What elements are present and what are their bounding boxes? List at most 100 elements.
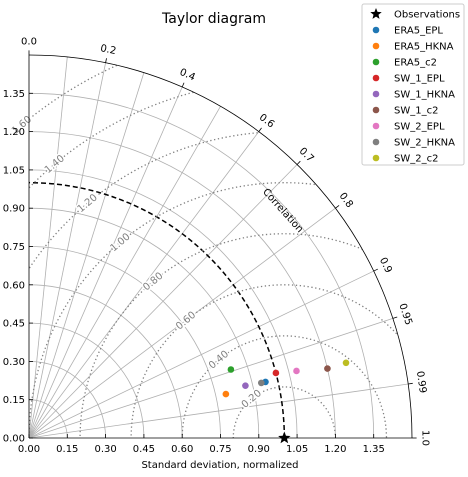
x-tick-label: 0.90 [248, 444, 270, 455]
legend-sw-2-c2-label: SW_2_c2 [394, 154, 438, 165]
correlation-tick-label: 0.8 [337, 191, 355, 210]
correlation-grid-ray [28, 106, 221, 439]
std-grid-arc [28, 246, 221, 439]
correlation-grid-ray [28, 62, 106, 439]
legend-sw-2-hkna-marker [372, 138, 380, 146]
correlation-grid-ray [28, 383, 409, 439]
y-tick-label: 0.45 [3, 319, 25, 330]
std-grid-arc [28, 131, 336, 439]
point-observations [278, 431, 291, 444]
legend-era5-hkna-marker [372, 42, 380, 50]
legend-era5-epl-label: ERA5_EPL [394, 26, 443, 37]
x-tick-label: 1.20 [324, 444, 346, 455]
std-grid-arc [28, 92, 375, 439]
legend-sw-1-c2-label: SW_1_c2 [394, 106, 438, 117]
rmsd-contour [79, 233, 412, 438]
point-sw-1-c2 [324, 365, 331, 372]
correlation-grid-ray [28, 72, 145, 439]
y-tick-label: 0.30 [3, 357, 25, 368]
reference-std-arc [28, 181, 286, 439]
correlation-tick-label: 0.99 [414, 370, 428, 394]
correlation-label: Correlation [260, 187, 305, 235]
correlation-tick-label: 1.0 [419, 430, 430, 446]
x-tick-label: 0.15 [56, 444, 78, 455]
legend-sw-2-hkna-label: SW_2_HKNA [394, 138, 455, 149]
correlation-tick-mark [335, 205, 340, 209]
legend-sw-1-epl-marker [372, 74, 380, 82]
std-grid-arc [28, 169, 298, 439]
x-tick-label: 0.60 [171, 444, 193, 455]
chart-title: Taylor diagram [161, 11, 266, 27]
correlation-tick-mark [105, 58, 107, 63]
x-tick-label: 0.45 [133, 444, 155, 455]
point-era5-hkna [222, 390, 230, 398]
std-grid-arc [28, 284, 183, 439]
rmsd-contour-label: 0.20 [240, 388, 264, 411]
legend-observations-marker [370, 8, 382, 19]
x-tick-label: 1.35 [363, 444, 385, 455]
correlation-grid-ray [28, 207, 336, 439]
point-sw-2-epl [293, 367, 300, 375]
x-axis-label: Standard deviation, normalized [141, 460, 298, 471]
correlation-tick-label: 0.4 [178, 67, 197, 83]
legend-sw-1-hkna-label: SW_1_HKNA [394, 90, 455, 101]
correlation-tick-label: 0.95 [396, 302, 413, 327]
correlation-grid-ray [28, 270, 374, 439]
grid-layer [28, 56, 409, 439]
correlation-tick-mark [296, 160, 301, 165]
correlation-tick-label: 0.9 [377, 256, 394, 275]
legend-sw-2-c2-marker [372, 154, 380, 162]
y-tick-label: 1.35 [3, 89, 25, 100]
outer-arc [28, 54, 413, 439]
correlation-tick-mark [408, 382, 413, 385]
correlation-grid-ray [28, 318, 393, 439]
rmsd-contour-label: 1.40 [43, 153, 67, 176]
legend-sw-1-hkna-marker [372, 90, 380, 98]
x-tick-label: 0.00 [18, 444, 40, 455]
point-sw-2-c2 [342, 359, 350, 367]
y-tick-label: 0.75 [3, 242, 25, 253]
x-tick-label: 0.75 [209, 444, 231, 455]
y-tick-label: 1.05 [3, 165, 25, 176]
correlation-tick-label: 0.2 [99, 43, 117, 57]
point-sw-1-epl [272, 369, 280, 377]
correlation-grid-ray [28, 56, 68, 439]
data-points-layer [222, 359, 350, 444]
correlation-tick-label: 0.0 [21, 37, 37, 48]
legend-era5-hkna-label: ERA5_HKNA [394, 42, 454, 53]
legend-era5-c2-marker [372, 58, 380, 66]
point-sw-1-hkna [242, 382, 249, 389]
std-grid-arc [28, 207, 260, 439]
legend-era5-c2-label: ERA5_c2 [394, 58, 437, 69]
legend-box [361, 3, 465, 166]
point-sw-2-hkna [257, 379, 265, 387]
x-tick-label: 0.30 [94, 444, 116, 455]
y-tick-label: 0.15 [3, 395, 25, 406]
correlation-tick-label: 0.6 [257, 112, 276, 130]
y-tick-label: 1.20 [3, 127, 25, 138]
correlation-grid-ray [28, 86, 183, 439]
legend-era5-epl-marker [372, 26, 380, 34]
rmsd-contour [181, 335, 388, 438]
rmsd-contour-label: 1.00 [108, 231, 132, 254]
correlation-tick-mark [373, 268, 379, 272]
correlation-tick-mark [258, 127, 262, 132]
legend-sw-2-epl-marker [372, 122, 380, 130]
legend-sw-1-epl-label: SW_1_EPL [394, 74, 445, 85]
y-tick-label: 0.00 [3, 434, 25, 445]
legend-observations-label: Observations [394, 10, 460, 21]
rmsd-contour [130, 284, 412, 438]
point-era5-c2 [227, 366, 235, 373]
legend-sw-2-epl-label: SW_2_EPL [394, 122, 445, 133]
y-tick-label: 0.60 [3, 280, 25, 291]
legend: Observations ERA5_EPL ERA5_HKNA ERA5_c2 SW_1… [361, 3, 465, 166]
rmsd-contour-label: 0.40 [207, 349, 231, 372]
correlation-tick-mark [392, 316, 398, 319]
std-grid-arc [28, 322, 145, 439]
correlation-grid-ray [28, 164, 298, 439]
legend-sw-1-c2-marker [372, 106, 380, 114]
rmsd-contour [29, 182, 412, 438]
x-tick-label: 1.05 [286, 444, 308, 455]
y-tick-label: 0.90 [3, 204, 25, 215]
